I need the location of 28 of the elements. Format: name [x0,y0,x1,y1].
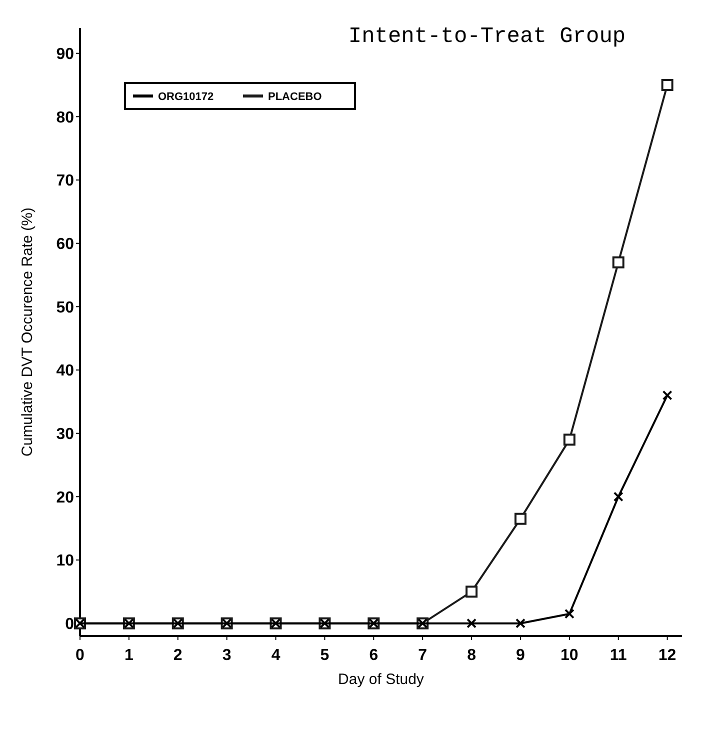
x-tick-label: 11 [610,647,627,664]
y-tick-label: 90 [56,46,74,63]
y-tick-label: 60 [56,236,74,253]
legend-label: PLACEBO [268,90,322,103]
x-tick-label: 1 [124,647,134,664]
x-tick-label: 8 [467,647,476,664]
x-tick-label: 2 [173,647,182,664]
x-tick-label: 5 [320,647,330,664]
x-tick-label: 6 [369,647,378,664]
x-tick-label: 12 [658,647,676,664]
y-tick-label: 50 [56,299,74,316]
x-tick-label: 0 [76,647,85,664]
legend-label: ORG10172 [158,90,214,103]
x-tick-label: 9 [516,647,526,664]
y-tick-label: 70 [56,172,74,190]
y-axis-title: Cumulative DVT Occurence Rate (%) [19,208,36,456]
y-tick-label: 10 [56,552,74,570]
y-tick-label: 80 [56,109,74,126]
y-tick-label: 20 [56,489,74,506]
y-tick-label: 40 [56,362,74,380]
chart-title: Intent-to-Treat Group [348,24,626,49]
x-axis-title: Day of Study [338,671,424,688]
x-tick-label: 10 [560,647,578,664]
y-tick-label: 30 [56,426,74,443]
x-tick-label: 3 [222,647,232,664]
x-tick-label: 4 [271,647,280,664]
x-tick-label: 7 [418,647,428,664]
y-tick-label: 0 [65,616,74,633]
